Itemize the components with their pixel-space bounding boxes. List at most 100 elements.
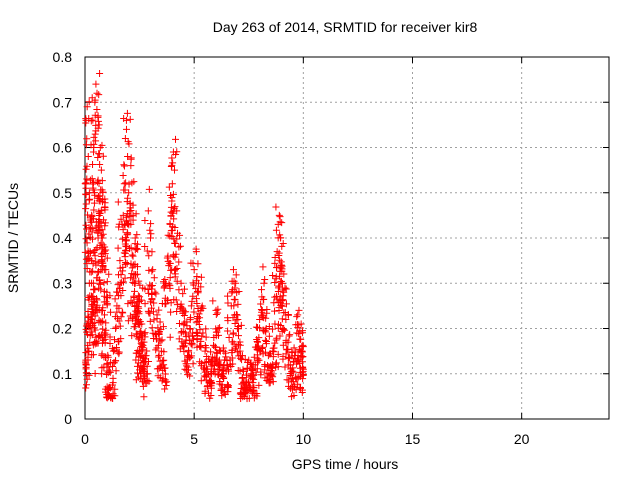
data-point-marker [233,348,241,356]
data-point-marker [99,230,107,238]
data-point-marker [172,150,180,158]
data-point-marker [225,334,233,342]
data-point-marker [135,277,143,285]
data-point-marker [90,133,98,141]
data-point-marker [121,186,129,194]
data-point-marker [144,207,152,215]
data-point-marker [290,344,298,352]
data-point-marker [131,287,139,295]
data-point-marker [93,89,101,97]
data-point-marker [224,299,232,307]
data-point-marker [260,327,268,335]
data-point-marker [249,379,257,387]
x-tick-label: 5 [190,431,198,447]
data-point-marker [86,195,94,203]
data-point-marker [119,211,127,219]
data-point-marker [106,367,114,375]
data-point-marker [115,271,123,279]
data-point-marker [189,360,197,368]
data-point-marker [143,377,151,385]
data-point-marker [130,293,138,301]
data-point-marker [215,331,223,339]
data-point-marker [278,242,286,250]
data-point-marker [89,235,97,243]
data-point-marker [123,229,131,237]
data-point-marker [239,390,247,398]
data-point-marker [260,314,268,322]
data-point-marker [259,343,267,351]
data-point-marker [275,282,283,290]
data-point-marker [228,277,236,285]
data-point-marker [139,341,147,349]
y-tick-label: 0.8 [53,49,73,65]
data-point-marker [121,274,129,282]
data-point-marker [129,216,137,224]
data-point-marker [109,363,117,371]
data-point-marker [115,317,123,325]
grid-lines [85,57,609,419]
data-point-marker [214,305,222,313]
data-point-marker [161,370,169,378]
data-point-marker [298,327,306,335]
data-point-marker [272,359,280,367]
data-point-marker [94,113,102,121]
data-point-marker [260,295,268,303]
data-point-marker [101,203,109,211]
data-point-marker [297,335,305,343]
data-point-marker [182,360,190,368]
data-point-marker [276,231,284,239]
data-point-marker [211,343,219,351]
data-point-marker [239,373,247,381]
data-point-marker [88,351,96,359]
data-point-marker [269,325,277,333]
data-point-marker [91,369,99,377]
data-point-marker [230,295,238,303]
data-point-marker [122,116,130,124]
data-point-marker [198,332,206,340]
data-point-marker [195,320,203,328]
data-point-marker [131,323,139,331]
data-point-marker [118,308,126,316]
data-point-marker [186,372,194,380]
data-point-marker [246,384,254,392]
data-point-marker [186,353,194,361]
data-point-marker [184,363,192,371]
data-point-marker [146,226,154,234]
data-point-marker [133,309,141,317]
data-point-marker [85,347,93,355]
data-point-marker [187,314,195,322]
data-point-marker [180,285,188,293]
data-point-marker [143,370,151,378]
data-point-marker [93,274,101,282]
data-point-marker [236,354,244,362]
data-point-marker [95,91,103,99]
data-point-marker [212,310,220,318]
data-point-marker [87,117,95,125]
data-point-marker [199,304,207,312]
data-point-marker [224,366,232,374]
data-point-marker [269,373,277,381]
data-point-marker [193,272,201,280]
data-point-marker [171,166,179,174]
data-point-marker [141,373,149,381]
data-point-marker [285,332,293,340]
data-point-marker [233,324,241,332]
data-point-marker [132,210,140,218]
data-point-marker [234,332,242,340]
data-point-marker [278,315,286,323]
data-point-marker [145,309,153,317]
data-point-marker [185,346,193,354]
data-point-marker [228,354,236,362]
data-point-marker [89,186,97,194]
data-point-marker [288,349,296,357]
data-point-marker [147,220,155,228]
data-point-marker [219,344,227,352]
data-point-marker [91,285,99,293]
data-point-marker [298,358,306,366]
data-point-marker [113,302,121,310]
data-point-marker [127,206,135,214]
data-point-marker [133,231,141,239]
data-point-marker [180,347,188,355]
data-point-marker [220,347,228,355]
data-point-marker [169,251,177,259]
